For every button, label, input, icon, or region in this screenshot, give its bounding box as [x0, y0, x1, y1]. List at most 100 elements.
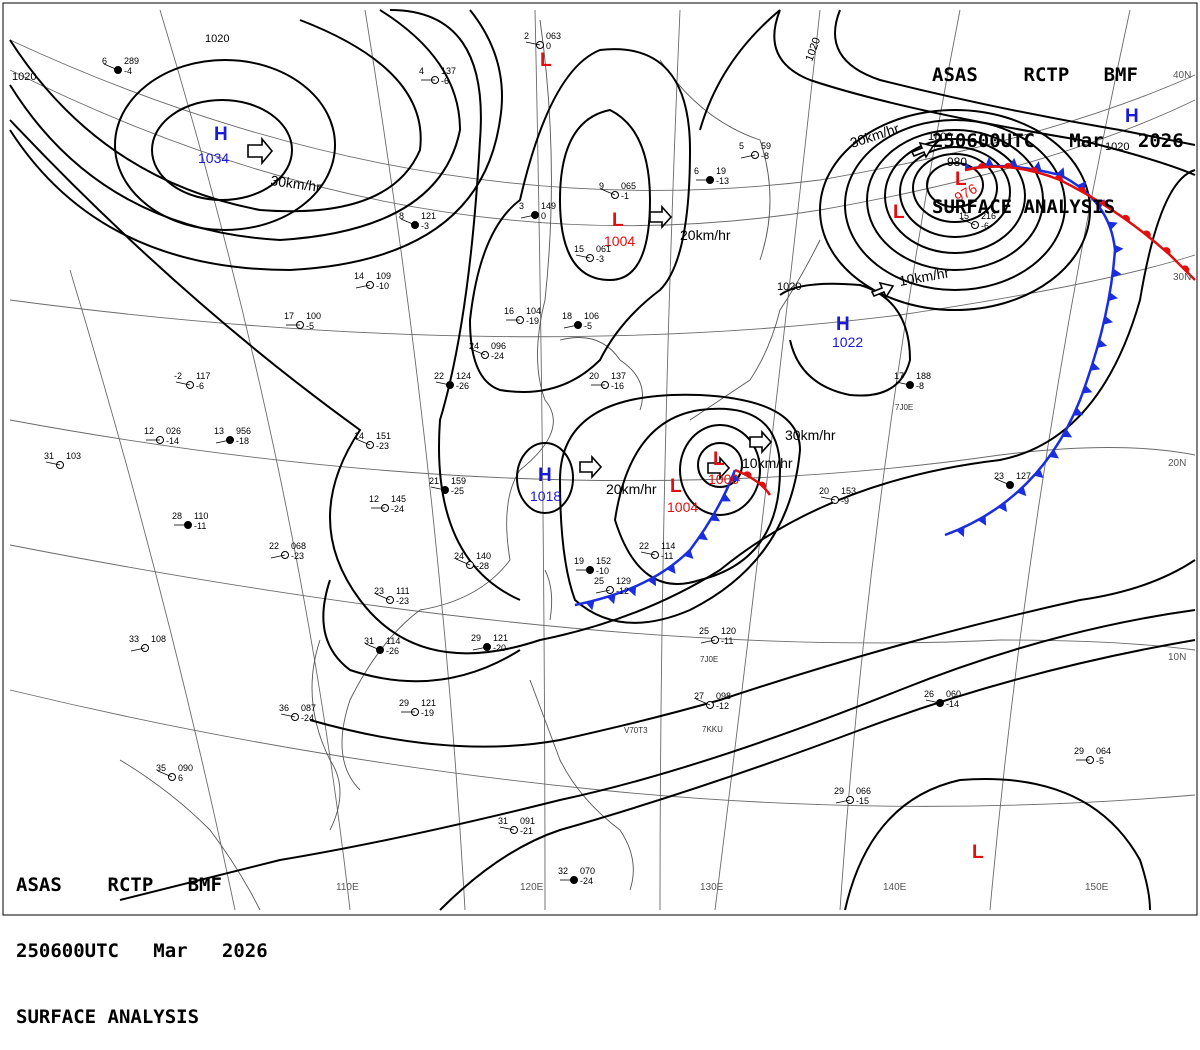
- station-tendency: -8: [916, 381, 924, 391]
- lon-line-115e: [364, 9, 466, 911]
- station-tendency: -23: [396, 596, 409, 606]
- station-temperature: 3: [519, 201, 524, 211]
- low-pressure-marker: L: [670, 476, 682, 497]
- station-pressure: 121: [421, 698, 436, 708]
- cold-front-triangle: [710, 512, 721, 522]
- station-tendency: -14: [946, 699, 959, 709]
- high-pressure-value: 1022: [832, 334, 863, 350]
- station-temperature: 2: [524, 31, 529, 41]
- station-plot: 29 064-5: [1074, 746, 1111, 766]
- warm-front: [734, 162, 1196, 496]
- lat-line-0: [9, 689, 1196, 807]
- low-pressure-marker: L: [540, 50, 552, 71]
- isobar-high-3: [9, 19, 422, 213]
- cold-front-triangle: [585, 600, 595, 611]
- station-temperature: 29: [834, 786, 844, 796]
- isobar-labels: 1020 1020 1020 1020 1020 1000: [12, 33, 1129, 293]
- wind-barb: [400, 218, 416, 226]
- station-temperature: 17: [894, 371, 904, 381]
- station-pressure: 060: [946, 689, 961, 699]
- low-pressure-marker: L: [972, 842, 984, 863]
- isobar-north-3: [834, 9, 1196, 146]
- station-tendency: -24: [391, 504, 404, 514]
- map-border: [2, 2, 1198, 916]
- station-tendency: -24: [491, 351, 504, 361]
- high-pressure-value: 1018: [530, 488, 561, 504]
- warm-front-semicircle: [758, 481, 767, 490]
- cold-front-triangle: [1049, 449, 1059, 459]
- isobar-high-1018: [516, 442, 574, 514]
- wind-barb: [365, 643, 381, 651]
- low-pressure-value: 1000: [708, 471, 739, 487]
- station-temperature: 32: [558, 866, 568, 876]
- lon-line-110e: [159, 9, 351, 911]
- isobar-high-2: [114, 59, 336, 231]
- station-pressure: 159: [451, 476, 466, 486]
- station-tendency: -23: [376, 441, 389, 451]
- station-temperature: 22: [269, 541, 279, 551]
- station-temperature: 23: [994, 471, 1004, 481]
- warm-front-semicircle: [1054, 175, 1063, 182]
- station-temperature: 27: [694, 691, 704, 701]
- header-line-3: SURFACE ANALYSIS: [932, 196, 1116, 218]
- station-tendency: -4: [124, 66, 132, 76]
- lon-line-140e: [839, 9, 961, 911]
- station-tendency: 0: [541, 211, 546, 221]
- surface-analysis-map: 1020 1020 1020 1020 1020 1000 30km/hr 20…: [2, 2, 1198, 1028]
- station-tendency: -23: [291, 551, 304, 561]
- isobar-north-1: [699, 9, 781, 131]
- cold-front-triangle: [977, 515, 987, 526]
- station-pressure: 59: [761, 141, 771, 151]
- station-plot: 17 188-8: [894, 371, 931, 391]
- header-line-2: 250600UTC Mar 2026: [932, 130, 1184, 152]
- station-temperature: 16: [504, 306, 514, 316]
- isobar-label: 1000: [928, 131, 952, 143]
- high-pressure-value: 1034: [198, 150, 229, 166]
- cold-front-triangle: [1090, 362, 1101, 371]
- coast-taiwan: [544, 569, 553, 621]
- motion-label: 30km/hr: [270, 172, 323, 195]
- isobar-outer-6: [439, 639, 1196, 911]
- station-plot: 29 066-15: [834, 786, 871, 806]
- motion-label: 30km/hr: [785, 427, 836, 443]
- station-plot: 18 106-5: [562, 311, 599, 331]
- station-pressure: 061: [596, 244, 611, 254]
- warm-front-semicircle: [1142, 230, 1151, 238]
- low-pressure-marker: L: [612, 210, 624, 231]
- station-pressure: 026: [166, 426, 181, 436]
- station-plot: 28 110-11: [172, 511, 208, 531]
- lon-line-120e: [534, 9, 546, 911]
- warm-front-semicircle: [1077, 187, 1087, 194]
- coast-vietnam: [311, 639, 341, 831]
- isobar-label: 1020: [205, 33, 229, 45]
- motion-arrows: [247, 136, 935, 481]
- station-pressure: 091: [520, 816, 535, 826]
- coast-philippines: [529, 679, 634, 891]
- station-plot: 24 140-28: [454, 551, 491, 571]
- station-pressure: 289: [124, 56, 139, 66]
- station-pressure: 109: [376, 271, 391, 281]
- station-temperature: 12: [369, 494, 379, 504]
- cold-front-triangle: [730, 473, 741, 482]
- station-temperature: 33: [129, 634, 139, 644]
- station-pressure: 070: [580, 866, 595, 876]
- isobar-high-1022: [779, 282, 912, 397]
- isobar-low-1004-a: [558, 108, 652, 282]
- station-pressure: 145: [391, 494, 406, 504]
- station-pressure: 106: [584, 311, 599, 321]
- station-temperature: 24: [454, 551, 464, 561]
- station-plot: 15 061-3: [574, 244, 611, 264]
- station-tendency: 0: [546, 41, 551, 51]
- motion-arrow: [870, 281, 895, 299]
- warm-front-semicircle: [1003, 162, 1013, 168]
- station-pressure: 090: [178, 763, 193, 773]
- station-pressure: 114: [661, 541, 675, 551]
- cold-front-triangle: [627, 586, 637, 597]
- station-tendency: -11: [194, 521, 206, 531]
- station-temperature: 15: [574, 244, 584, 254]
- isobar-deep-6: [844, 119, 1066, 291]
- high-pressure-marker: H: [1125, 106, 1139, 127]
- station-tendency: -20: [493, 643, 506, 653]
